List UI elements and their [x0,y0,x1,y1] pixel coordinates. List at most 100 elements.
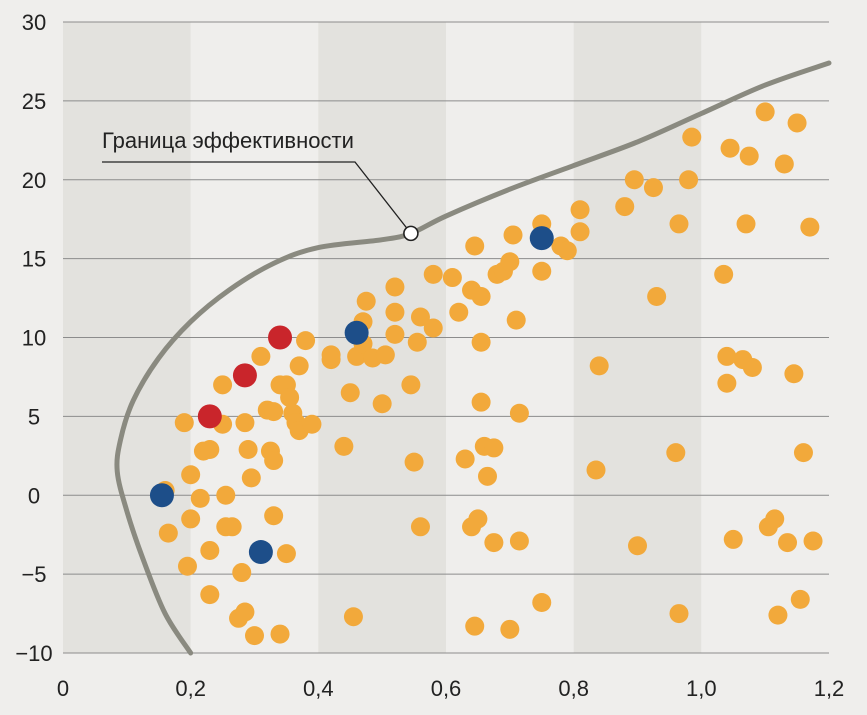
orange-data-point [717,346,737,366]
x-tick-label: 0,2 [175,676,206,701]
orange-data-point [506,310,526,330]
blue-data-point [529,226,554,251]
orange-data-point [302,414,322,434]
orange-data-point [500,619,520,639]
orange-data-point [669,214,689,234]
orange-data-point [666,443,686,463]
orange-data-point [385,324,405,344]
orange-data-point [739,146,759,166]
x-tick-label: 0,8 [558,676,589,701]
red-data-point [232,363,257,388]
orange-data-point [679,170,699,190]
y-tick-label: 25 [22,89,46,114]
orange-data-point [477,466,497,486]
orange-data-point [232,563,252,583]
orange-data-point [570,222,590,242]
orange-data-point [296,331,316,351]
orange-data-point [717,373,737,393]
orange-data-point [181,465,201,485]
y-axis-ticks: 30 25 20 15 10 5 0 −5 −10 [15,10,52,666]
orange-data-point [407,332,427,352]
blue-data-point [149,483,174,508]
orange-data-point [270,624,290,644]
orange-data-point [800,217,820,237]
orange-data-point [682,127,702,147]
orange-data-point [375,345,395,365]
orange-data-point [803,531,823,551]
orange-data-point [410,517,430,537]
x-tick-label: 1,0 [686,676,717,701]
orange-data-point [723,529,743,549]
orange-data-point [465,616,485,636]
orange-data-point [276,544,296,564]
orange-data-point [484,438,504,458]
orange-data-point [235,413,255,433]
orange-data-point [784,364,804,384]
y-tick-label: −10 [15,641,52,666]
orange-data-point [624,170,644,190]
frontier-annotation: Граница эффективности [102,128,419,242]
orange-data-point [557,241,577,261]
orange-data-point [793,443,813,463]
orange-data-point [241,468,261,488]
orange-data-point [468,509,488,529]
orange-data-point [449,302,469,322]
orange-data-point [471,392,491,412]
orange-data-point [720,138,740,158]
red-data-point [268,325,293,350]
orange-data-point [235,602,255,622]
orange-data-point [736,214,756,234]
orange-data-point [532,593,552,613]
orange-data-point [181,509,201,529]
orange-data-point [264,451,284,471]
annotation-leader-line [102,161,412,234]
orange-data-point [787,113,807,133]
orange-data-point [423,264,443,284]
orange-data-point [503,225,523,245]
orange-data-point [765,509,785,529]
orange-data-point [742,357,762,377]
y-tick-label: 10 [22,326,46,351]
annotation-marker [403,225,419,242]
blue-data-point [248,540,273,565]
orange-data-point [423,318,443,338]
y-tick-label: 5 [28,404,40,429]
orange-data-point [570,200,590,220]
y-tick-label: 15 [22,247,46,272]
orange-data-point [401,375,421,395]
orange-data-point [404,452,424,472]
frontier-label: Граница эффективности [102,128,354,153]
orange-data-point [251,346,271,366]
orange-data-point [289,356,309,376]
orange-data-point [213,375,233,395]
orange-data-point [669,604,689,624]
orange-data-point [385,302,405,322]
orange-data-point [768,605,788,625]
y-tick-label: −5 [21,562,46,587]
orange-data-point [372,394,392,414]
orange-data-point [200,440,220,460]
orange-data-point [628,536,647,556]
x-axis-ticks: 0 0,2 0,4 0,6 0,8 1,0 1,2 [57,676,844,701]
x-tick-label: 0,4 [303,676,334,701]
orange-data-point [500,252,520,272]
orange-data-point [340,383,360,403]
orange-data-point [532,261,552,281]
orange-data-point [200,585,220,605]
orange-data-point [643,178,663,198]
orange-data-point [385,277,405,297]
orange-data-point [647,286,667,306]
orange-data-point [615,197,635,217]
orange-data-point [280,387,300,407]
x-tick-label: 0 [57,676,69,701]
x-tick-label: 0,6 [431,676,462,701]
orange-data-point [714,264,734,284]
orange-data-point [264,402,284,422]
orange-data-point [465,236,485,256]
orange-data-point [200,540,220,560]
orange-data-point [778,533,798,553]
orange-data-point [190,488,210,508]
orange-data-point [455,449,475,469]
orange-data-point [586,460,606,480]
